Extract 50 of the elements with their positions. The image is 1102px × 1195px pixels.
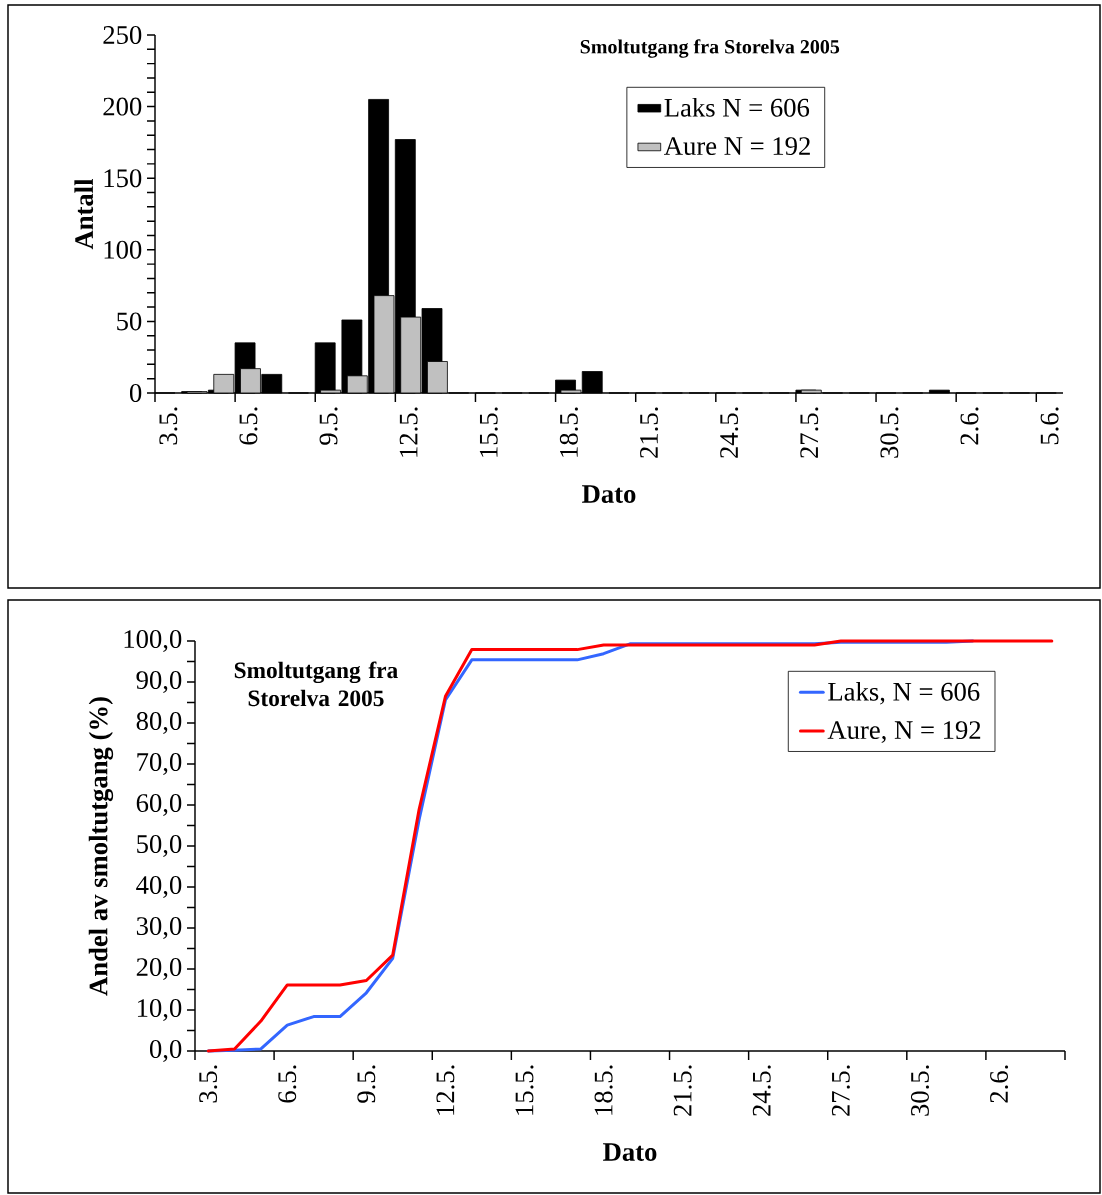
y-tick-label: 70,0	[137, 753, 182, 775]
y-tick-label: 150	[104, 169, 142, 188]
legend-label: Aure, N = 192	[827, 721, 981, 743]
x-tick-label: 12.5.	[399, 407, 418, 457]
x-tick-label: 2.6.	[990, 1065, 1009, 1103]
x-tick-label: 21.5.	[673, 1065, 692, 1116]
x-tick-label: 6.5.	[239, 407, 258, 445]
x-tick-label: 3.5.	[159, 407, 178, 445]
x-tick-label: 30.5.	[910, 1065, 930, 1116]
legend-label: Laks N = 606	[664, 97, 810, 117]
y-tick-label: 250	[103, 26, 142, 44]
x-tick-label: 18.5.	[559, 407, 578, 457]
x-tick-label: 21.5.	[640, 407, 659, 458]
x-tick-label: 30.5.	[880, 407, 899, 458]
y-tick-label: 40,0	[136, 876, 182, 898]
legend-label: Laks, N = 606	[828, 681, 980, 705]
x-tick-label: 9.5.	[319, 407, 338, 445]
y-tick-label: 80,0	[136, 712, 182, 734]
y-tick-label: 60,0	[136, 794, 182, 816]
x-tick-label: 6.5.	[278, 1065, 297, 1103]
x-tick-label: 18.5.	[594, 1065, 613, 1115]
y-tick-label: 0	[129, 384, 142, 402]
x-axis-title: Dato	[603, 1143, 657, 1161]
x-tick-label: 24.5.	[752, 1065, 771, 1116]
y-tick-label: 10,0	[137, 999, 182, 1021]
x-tick-label: 5.6.	[1040, 407, 1059, 445]
y-tick-label: 20,0	[136, 958, 182, 980]
chart-title: Smoltutgang fra Storelva 2005	[580, 39, 840, 58]
y-axis-title: Antall	[74, 178, 94, 250]
x-tick-label: 3.5.	[199, 1065, 218, 1103]
legend-label: Aure N = 192	[664, 137, 810, 156]
x-tick-label: 2.6.	[960, 407, 979, 445]
y-tick-label: 50,0	[137, 835, 182, 857]
y-tick-label: 90,0	[136, 671, 182, 693]
x-tick-label: 27.5.	[800, 407, 819, 458]
y-tick-label: 200	[103, 97, 142, 116]
y-tick-label: 30,0	[136, 917, 182, 939]
x-tick-label: 9.5.	[357, 1065, 376, 1103]
text: Smoltutgang fra Storelva 2005	[234, 661, 398, 707]
x-axis-title: Dato	[582, 485, 636, 503]
y-tick-label: 0,0	[149, 1040, 182, 1062]
x-tick-label: 15.5.	[479, 407, 498, 457]
x-tick-label: 27.5.	[831, 1065, 850, 1116]
y-tick-label: 100,0	[124, 630, 182, 652]
y-tick-label: 100	[104, 240, 142, 259]
x-tick-label: 12.5.	[436, 1065, 455, 1115]
x-tick-label: 24.5.	[720, 407, 739, 458]
y-tick-label: 50	[117, 312, 142, 331]
x-tick-label: 15.5.	[515, 1065, 534, 1115]
y-axis-title: Andel av smoltutgang (%)	[88, 697, 114, 996]
